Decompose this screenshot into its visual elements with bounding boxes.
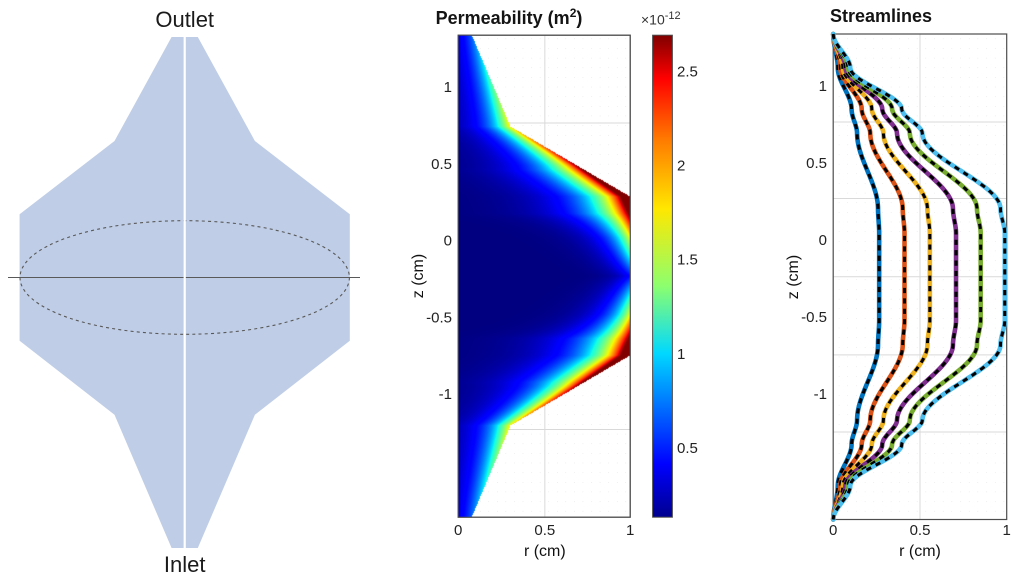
- svg-text:2.5: 2.5: [677, 63, 698, 80]
- svg-text:0.5: 0.5: [677, 440, 698, 457]
- svg-text:1.5: 1.5: [677, 252, 698, 269]
- svg-text:Inlet: Inlet: [164, 552, 206, 577]
- svg-text:1: 1: [677, 346, 685, 363]
- svg-text:2: 2: [677, 158, 685, 175]
- svg-text:Outlet: Outlet: [155, 7, 214, 32]
